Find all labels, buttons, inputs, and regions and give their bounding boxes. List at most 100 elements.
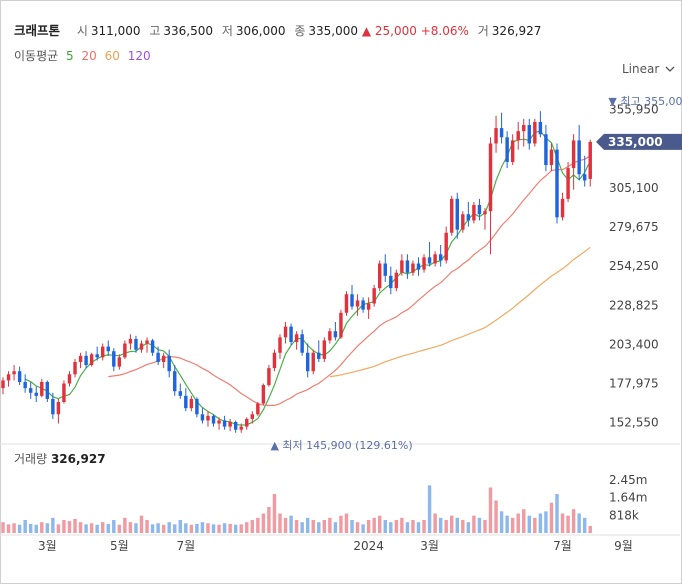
volume-bar xyxy=(84,524,88,533)
volume-axis-tick: 1.64m xyxy=(609,490,647,504)
volume-bar xyxy=(538,513,543,533)
volume-bar xyxy=(95,524,99,533)
candle-body xyxy=(422,257,426,270)
volume-bar xyxy=(211,524,216,533)
volume-panel-value: 326,927 xyxy=(50,452,106,466)
volume-bar xyxy=(566,515,570,533)
volume-bar xyxy=(527,515,532,533)
volume-bar xyxy=(28,523,33,533)
candle-body xyxy=(228,421,232,427)
candle-body xyxy=(173,371,177,392)
candle-body xyxy=(300,334,304,353)
volume-bar xyxy=(549,502,554,533)
time-axis-tick: 2024 xyxy=(353,539,384,553)
volume-bar xyxy=(377,515,382,533)
volume-bar xyxy=(23,520,27,533)
volume-bar xyxy=(6,524,11,533)
candle-body xyxy=(461,214,465,230)
candle-body xyxy=(333,331,338,338)
candle-body xyxy=(427,257,432,264)
candle-body xyxy=(483,211,487,215)
volume-bar xyxy=(582,517,587,533)
volume-bar xyxy=(577,513,581,533)
candle-body xyxy=(322,340,327,359)
volume-bar xyxy=(245,522,249,533)
volume-bar xyxy=(294,520,299,533)
candle-body xyxy=(510,140,515,162)
volume-bar xyxy=(483,520,487,533)
change-percent: +8.06% xyxy=(420,24,469,38)
ma-line-5 xyxy=(24,130,591,426)
volume-bar xyxy=(128,522,133,533)
scale-toggle-button[interactable]: Linear xyxy=(622,62,675,76)
candle-body xyxy=(189,398,194,409)
candle-body xyxy=(344,294,349,313)
volume-bar xyxy=(167,522,171,533)
moving-average-legend[interactable]: 이동평균 5 20 60 120 xyxy=(14,47,155,64)
volume-bar xyxy=(56,524,61,533)
candle-body xyxy=(577,140,581,175)
volume-bar xyxy=(394,520,399,533)
candle-body xyxy=(128,338,133,344)
candle-body xyxy=(206,415,210,421)
candle-body xyxy=(305,352,310,372)
volume-bar xyxy=(267,507,271,533)
volume-bar xyxy=(411,520,415,533)
close-value: 335,000 xyxy=(308,24,359,38)
candle-body xyxy=(499,128,504,138)
candle-body xyxy=(505,137,509,162)
volume-bar xyxy=(117,524,122,533)
candle-body xyxy=(477,205,482,215)
candle-body xyxy=(200,414,205,421)
change-value: 25,000 xyxy=(374,24,417,38)
candle-body xyxy=(184,395,188,409)
time-axis-tick: 7월 xyxy=(553,539,572,553)
volume-bar xyxy=(178,520,182,533)
candle-body xyxy=(101,346,105,358)
candle-body xyxy=(366,303,371,310)
low-label: 저 xyxy=(221,24,233,38)
volume-bar xyxy=(40,522,44,533)
ma-120[interactable]: 120 xyxy=(127,49,151,63)
scale-label: Linear xyxy=(622,62,660,76)
volume-axis-tick: 818k xyxy=(609,508,639,522)
candle-body xyxy=(538,121,543,135)
candle-body xyxy=(405,260,410,273)
volume-bar xyxy=(455,517,459,533)
volume-bar xyxy=(311,520,315,533)
candle-body xyxy=(582,174,587,181)
candle-body xyxy=(394,272,399,289)
chevron-down-icon xyxy=(665,66,675,72)
ma-60[interactable]: 60 xyxy=(104,49,120,63)
candle-body xyxy=(211,415,216,424)
volume-bar xyxy=(106,523,110,533)
volume-bar xyxy=(571,509,576,533)
close-label: 종 xyxy=(294,24,306,38)
candle-body xyxy=(278,337,282,353)
volume-bar xyxy=(112,520,116,533)
ma-5[interactable]: 5 xyxy=(66,49,74,63)
volume-bar xyxy=(161,524,166,533)
candle-body xyxy=(28,388,33,393)
candle-body xyxy=(355,300,360,307)
candle-body xyxy=(433,254,437,264)
candle-body xyxy=(488,143,493,212)
candle-body xyxy=(1,380,5,389)
ma-20[interactable]: 20 xyxy=(81,49,97,63)
candle-body xyxy=(294,334,299,342)
volume-bar xyxy=(51,517,55,533)
open-label: 시 xyxy=(76,24,88,38)
candle-body xyxy=(217,420,221,424)
price-axis-tick: 279,675 xyxy=(609,220,659,234)
volume-panel-title: 거래량 xyxy=(14,452,48,466)
current-price-label: 335,000 xyxy=(608,135,663,149)
candle-body xyxy=(106,346,110,352)
candle-body xyxy=(566,168,570,199)
volume-bar xyxy=(289,515,293,533)
candle-body xyxy=(560,198,565,218)
candle-body xyxy=(78,355,83,362)
candle-body xyxy=(73,361,77,375)
candle-body xyxy=(350,294,354,307)
candle-body xyxy=(400,260,404,273)
